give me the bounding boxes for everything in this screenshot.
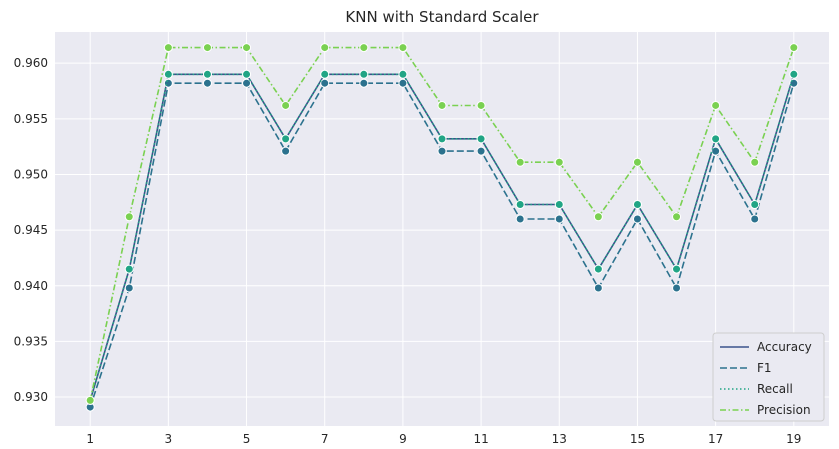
x-tick-label: 19	[786, 432, 801, 446]
data-point	[437, 134, 447, 144]
data-point	[202, 43, 212, 53]
data-point	[281, 134, 291, 144]
data-point	[711, 100, 721, 110]
data-point	[242, 43, 252, 53]
series-f1	[85, 78, 799, 412]
data-point	[437, 146, 447, 156]
data-point	[632, 157, 642, 167]
data-point	[515, 214, 525, 224]
data-point	[281, 146, 291, 156]
data-point	[242, 69, 252, 79]
legend-label: F1	[757, 361, 772, 375]
legend-box	[712, 332, 825, 422]
data-point	[124, 264, 134, 274]
data-point	[711, 134, 721, 144]
legend-label: Precision	[757, 403, 811, 417]
legend-label: Accuracy	[757, 340, 812, 354]
data-point	[85, 395, 95, 405]
data-point	[281, 100, 291, 110]
legend: Accuracy F1 Recall Precision	[712, 332, 825, 422]
data-point	[242, 78, 252, 88]
x-tick-label: 13	[552, 432, 567, 446]
data-point	[320, 43, 330, 53]
x-tick-label: 7	[321, 432, 329, 446]
data-point	[202, 78, 212, 88]
data-point	[789, 78, 799, 88]
data-point	[789, 43, 799, 53]
y-tick-label: 0.930	[14, 390, 48, 404]
y-tick-label: 0.955	[14, 112, 48, 126]
x-tick-label: 17	[708, 432, 723, 446]
data-point	[320, 69, 330, 79]
data-point	[672, 264, 682, 274]
data-point	[515, 200, 525, 210]
legend-label: Recall	[757, 382, 793, 396]
data-point	[672, 283, 682, 293]
data-point	[554, 157, 564, 167]
series-precision	[85, 43, 799, 405]
y-tick-label: 0.940	[14, 279, 48, 293]
y-axis-ticks: 0.930 0.935 0.940 0.945 0.950 0.955 0.960	[14, 56, 48, 404]
y-tick-label: 0.960	[14, 56, 48, 70]
data-point	[789, 69, 799, 79]
data-point	[750, 214, 760, 224]
data-point	[202, 69, 212, 79]
data-point	[750, 200, 760, 210]
data-point	[593, 212, 603, 222]
x-tick-label: 3	[165, 432, 173, 446]
x-tick-label: 1	[86, 432, 94, 446]
data-point	[476, 134, 486, 144]
data-point	[163, 78, 173, 88]
data-point	[320, 78, 330, 88]
data-point	[593, 264, 603, 274]
data-point	[672, 212, 682, 222]
data-point	[750, 157, 760, 167]
data-point	[476, 100, 486, 110]
grid-lines	[55, 32, 829, 426]
data-point	[124, 283, 134, 293]
data-point	[398, 69, 408, 79]
data-point	[398, 43, 408, 53]
data-point	[163, 43, 173, 53]
x-tick-label: 15	[630, 432, 645, 446]
data-point	[554, 214, 564, 224]
data-point	[711, 146, 721, 156]
data-point	[437, 100, 447, 110]
data-point	[359, 43, 369, 53]
x-axis-ticks: 1 3 5 7 9 11 13 15 17 19	[86, 432, 801, 446]
data-point	[163, 69, 173, 79]
data-point	[398, 78, 408, 88]
y-tick-label: 0.935	[14, 334, 48, 348]
x-tick-label: 9	[399, 432, 407, 446]
data-point	[632, 200, 642, 210]
data-point	[476, 146, 486, 156]
data-point	[632, 214, 642, 224]
data-point	[593, 283, 603, 293]
data-point	[359, 69, 369, 79]
data-point	[515, 157, 525, 167]
y-tick-label: 0.945	[14, 223, 48, 237]
chart-title: KNN with Standard Scaler	[345, 8, 539, 26]
data-point	[124, 212, 134, 222]
series-layer	[85, 43, 799, 412]
x-tick-label: 11	[473, 432, 488, 446]
x-tick-label: 5	[243, 432, 251, 446]
plot-area	[55, 32, 829, 426]
data-point	[554, 200, 564, 210]
y-tick-label: 0.950	[14, 167, 48, 181]
data-point	[359, 78, 369, 88]
